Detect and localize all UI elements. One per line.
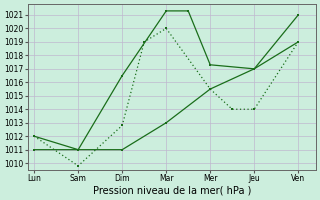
X-axis label: Pression niveau de la mer( hPa ): Pression niveau de la mer( hPa )	[92, 186, 251, 196]
